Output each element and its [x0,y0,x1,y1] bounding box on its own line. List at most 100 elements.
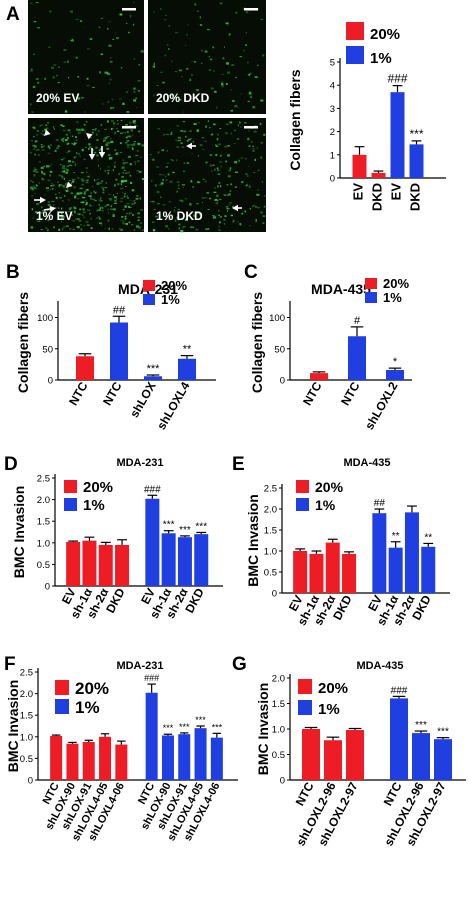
fiber-speck [64,110,68,113]
fiber-speck [80,20,83,22]
fiber-speck [36,203,40,205]
fiber-speck [168,95,172,97]
fiber-speck [122,172,124,174]
fiber-speck [133,143,136,145]
fiber-speck [75,139,78,142]
fiber-speck [257,189,259,191]
fiber-speck [73,186,76,189]
fiber-speck [99,217,101,220]
fiber-speck [73,156,77,158]
fiber-speck [35,211,38,214]
fiber-speck [192,186,195,188]
fiber-speck [257,64,259,66]
fiber-speck [153,94,155,97]
fiber-speck [229,190,232,192]
fiber-speck [68,180,71,181]
fiber-speck [227,193,229,196]
fiber-speck [66,165,69,167]
fiber-speck [62,226,66,228]
bar [386,370,404,380]
y-tick-label: 2.5 [20,668,33,679]
fiber-speck [126,144,130,147]
fiber-speck [255,221,258,223]
fiber-speck [59,197,62,199]
fiber-speck [122,166,125,169]
significance-marker: *** [437,727,449,738]
fiber-speck [111,228,114,230]
fiber-speck [181,184,185,186]
y-tick-label: 1.5 [37,517,50,528]
fiber-speck [252,145,254,147]
fiber-speck [176,146,180,148]
legend-label: 20% [315,479,344,495]
fiber-speck [194,3,197,6]
fiber-speck [41,172,44,174]
fiber-speck [115,32,117,34]
fiber-speck [152,200,155,203]
fiber-speck [36,130,40,132]
fiber-speck [166,44,169,46]
significance-marker: *** [415,720,427,731]
fiber-speck [108,154,111,157]
y-tick-label: 0 [280,776,285,787]
fiber-speck [212,216,217,219]
fiber-speck [183,111,185,113]
fiber-speck [70,192,73,194]
panel-letter: C [244,262,258,283]
fiber-speck [99,71,101,74]
fiber-speck [71,38,74,40]
y-tick-label: 2.5 [264,484,277,495]
fiber-speck [65,183,67,186]
arrow-right-icon [34,196,46,204]
fiber-speck [180,218,182,219]
fiber-speck [131,224,134,226]
y-axis-label: BMC Invasion [245,494,261,587]
fiber-speck [218,210,220,212]
fiber-speck [60,124,63,126]
fiber-speck [248,129,250,132]
fiber-speck [40,217,44,220]
bar [309,553,324,593]
fiber-speck [224,223,226,225]
fiber-speck [92,198,95,200]
fiber-speck [232,219,235,222]
fiber-speck [100,210,104,212]
fiber-speck [126,111,130,113]
fiber-speck [162,178,164,182]
fiber-speck [108,44,112,47]
fiber-speck [167,173,170,176]
fiber-speck [125,186,127,187]
fiber-speck [90,205,93,207]
fiber-speck [51,200,55,202]
fiber-speck [260,18,264,20]
fiber-speck [177,139,181,142]
fiber-speck [35,184,38,187]
y-tick-label: 1.0 [264,547,277,558]
fiber-speck [122,222,125,225]
significance-marker: *** [147,363,161,375]
fiber-speck [235,76,237,79]
chart-title: MDA-231 [116,457,163,469]
fiber-speck [176,125,179,127]
fiber-speck [246,183,248,187]
bar [50,735,63,780]
y-axis-label: BMC Invasion [11,486,27,579]
fiber-speck [209,58,213,61]
arrow-head [98,152,106,158]
legend: 20%1% [55,679,109,717]
bar [76,356,94,380]
fiber-speck [131,202,135,206]
fiber-speck [199,143,203,147]
fiber-speck [45,124,47,126]
fiber-speck [111,127,113,131]
fiber-speck [215,202,219,205]
fiber-speck [108,82,110,84]
fiber-speck [197,10,199,12]
fiber-speck [229,167,232,170]
bar [161,735,174,780]
fiber-speck [57,207,60,209]
y-tick-label: 1.5 [272,699,285,710]
fiber-speck [77,128,81,132]
fiber-speck [57,181,59,183]
fiber-speck [36,133,39,136]
